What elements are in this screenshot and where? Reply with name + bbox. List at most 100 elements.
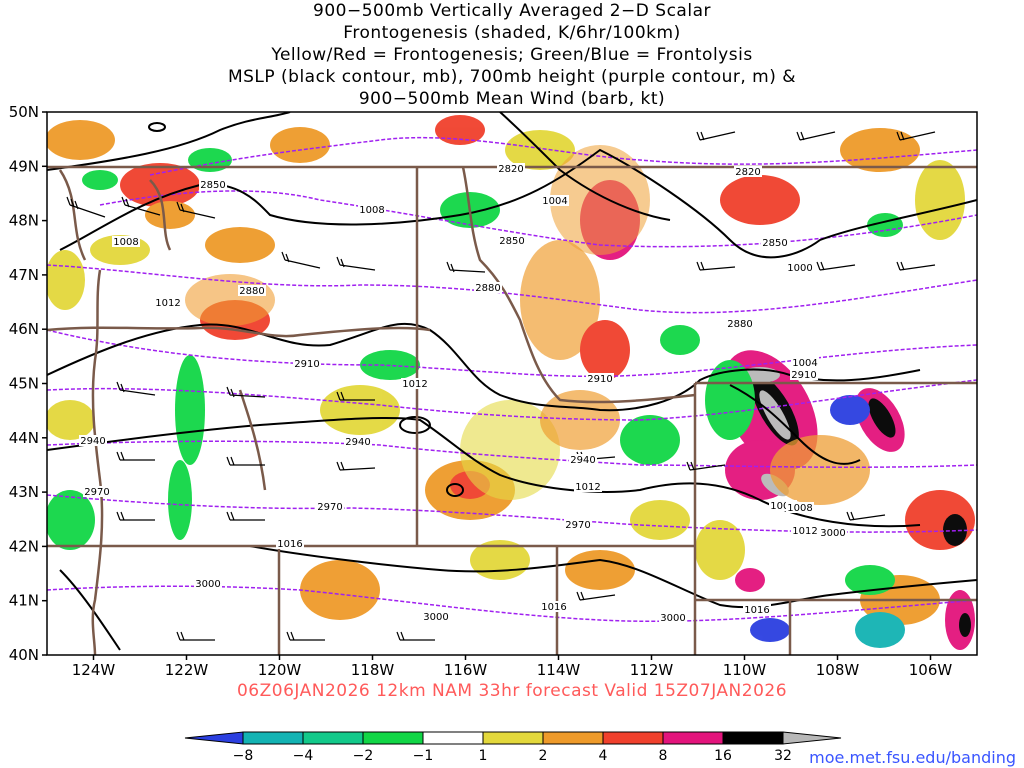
lon-tick-label: 116W: [444, 661, 488, 679]
colorbar-label: −4: [293, 748, 314, 764]
title-line-1: 900−500mb Vertically Averaged 2−D Scalar: [313, 1, 711, 21]
mslp-label-bg: [786, 262, 814, 273]
lat-tick-label: 41N: [9, 592, 39, 610]
lat-tick-label: 47N: [9, 266, 39, 284]
colorbar-label: −2: [353, 748, 374, 764]
mslp-label: 1004: [542, 196, 567, 207]
height-label-bg: [83, 486, 111, 497]
height-label: 2880: [239, 286, 264, 297]
title-line-2: Frontogenesis (shaded, K/6hr/100km): [343, 23, 681, 43]
colorbar-label: −8: [233, 748, 254, 764]
height-label-bg: [497, 163, 525, 174]
colorbar-arrow-right: [782, 731, 842, 745]
height-label: 2910: [587, 374, 612, 385]
height-label: 2820: [498, 164, 523, 175]
height-label-bg: [726, 318, 754, 329]
frontogenesis-shading: [47, 115, 975, 650]
lat-tick-label: 50N: [9, 103, 39, 121]
height-label: 2850: [200, 180, 225, 191]
height-label-bg: [564, 519, 592, 530]
height-label-bg: [586, 373, 614, 384]
colorbar-segment: [722, 731, 784, 745]
mslp-label: 1012: [575, 482, 600, 493]
colorbar-segment: [482, 731, 544, 745]
mslp-label: 1016: [277, 539, 302, 550]
lon-tick-label: 112W: [630, 661, 674, 679]
lon-tick-label: 120W: [258, 661, 302, 679]
lon-tick-label: 106W: [909, 661, 953, 679]
height-label-bg: [819, 527, 847, 538]
lat-tick-label: 48N: [9, 212, 39, 230]
height-label-bg: [199, 179, 227, 190]
mslp-label-bg: [541, 195, 569, 206]
height-label: 2940: [80, 436, 105, 447]
mslp-label: 1004: [792, 358, 817, 369]
height-label-bg: [498, 235, 526, 246]
height-label: 3000: [820, 528, 845, 539]
mslp-label-bg: [743, 604, 771, 615]
mslp-label: 1016: [541, 602, 566, 613]
height-label: 2940: [570, 455, 595, 466]
height-labels: 2820 2820 2850 2850 2850 2880 2880 2880 2910 2910…: [79, 163, 847, 624]
colorbar-segment: [302, 731, 364, 745]
height-label: 2970: [565, 520, 590, 531]
mslp-label: 1000: [787, 263, 812, 274]
height-label: 2880: [727, 319, 752, 330]
title-line-3: Yellow/Red = Frontogenesis; Green/Blue =…: [271, 45, 753, 65]
mslp-label-bg: [358, 204, 386, 215]
mslp-label-bg: [401, 378, 429, 389]
mslp-label: 1008: [359, 205, 384, 216]
colorbar-segment: [662, 731, 724, 745]
colorbar-segment: [242, 731, 304, 745]
valid-time-text: 06Z06JAN2026 12km NAM 33hr forecast Vali…: [236, 681, 788, 701]
height-label-bg: [316, 501, 344, 512]
chart-title: 900−500mb Vertically Averaged 2−D Scalar…: [0, 0, 1024, 110]
mslp-label-bg: [540, 601, 568, 612]
lat-tick-label: 49N: [9, 157, 39, 175]
title-line-5: 900−500mb Mean Wind (barb, kt): [358, 89, 666, 109]
height-label: 2850: [762, 238, 787, 249]
mslp-label-bg: [112, 236, 140, 247]
height-label-bg: [79, 435, 107, 446]
colorbar-arrow-left: [184, 731, 244, 745]
lon-tick-label: 118W: [351, 661, 395, 679]
colorbar-segment: [542, 731, 604, 745]
latitude-axis: 50N 49N 48N 47N 46N 45N 44N 43N 42N 41N 40N: [9, 103, 47, 664]
height-label: 2940: [345, 437, 370, 448]
mslp-label: 1012: [792, 526, 817, 537]
height-label-bg: [293, 358, 321, 369]
mslp-label: 1008: [770, 501, 795, 512]
height-label-bg: [659, 612, 687, 623]
height-label: 3000: [195, 579, 220, 590]
colorbar-segment: [602, 731, 664, 745]
height-label: 2910: [791, 370, 816, 381]
height-label: 2970: [317, 502, 342, 513]
mslp-labels: 1004100810081012101210081012100410161016…: [112, 195, 819, 616]
height-label: 2880: [475, 283, 500, 294]
height-label: 2910: [294, 359, 319, 370]
height-label-bg: [238, 285, 266, 296]
colorbar-label: 8: [659, 748, 668, 764]
height-label-bg: [761, 237, 789, 248]
credit-link[interactable]: moe.met.fsu.edu/banding: [809, 748, 1016, 767]
height-label-bg: [569, 454, 597, 465]
lat-tick-label: 43N: [9, 483, 39, 501]
height-label-bg: [474, 282, 502, 293]
state-borders: [47, 165, 977, 655]
lat-tick-label: 46N: [9, 320, 39, 338]
lon-tick-label: 122W: [165, 661, 209, 679]
height-label: 2820: [735, 167, 760, 178]
height-label-bg: [422, 611, 450, 622]
mslp-label: 1016: [744, 605, 769, 616]
mslp-label-bg: [574, 481, 602, 492]
height-label-bg: [734, 166, 762, 177]
lon-tick-label: 108W: [816, 661, 860, 679]
lon-tick-label: 124W: [72, 661, 116, 679]
mslp-label-bg: [154, 297, 182, 308]
colorbar-segment: [422, 731, 484, 745]
mslp-label: 1012: [402, 379, 427, 390]
lon-tick-label: 114W: [537, 661, 581, 679]
colorbar-label: 4: [599, 748, 608, 764]
longitude-axis: 124W 122W 120W 118W 116W 114W 112W 110W 108W 106W: [72, 655, 953, 679]
title-line-4: MSLP (black contour, mb), 700mb height (…: [227, 67, 797, 87]
